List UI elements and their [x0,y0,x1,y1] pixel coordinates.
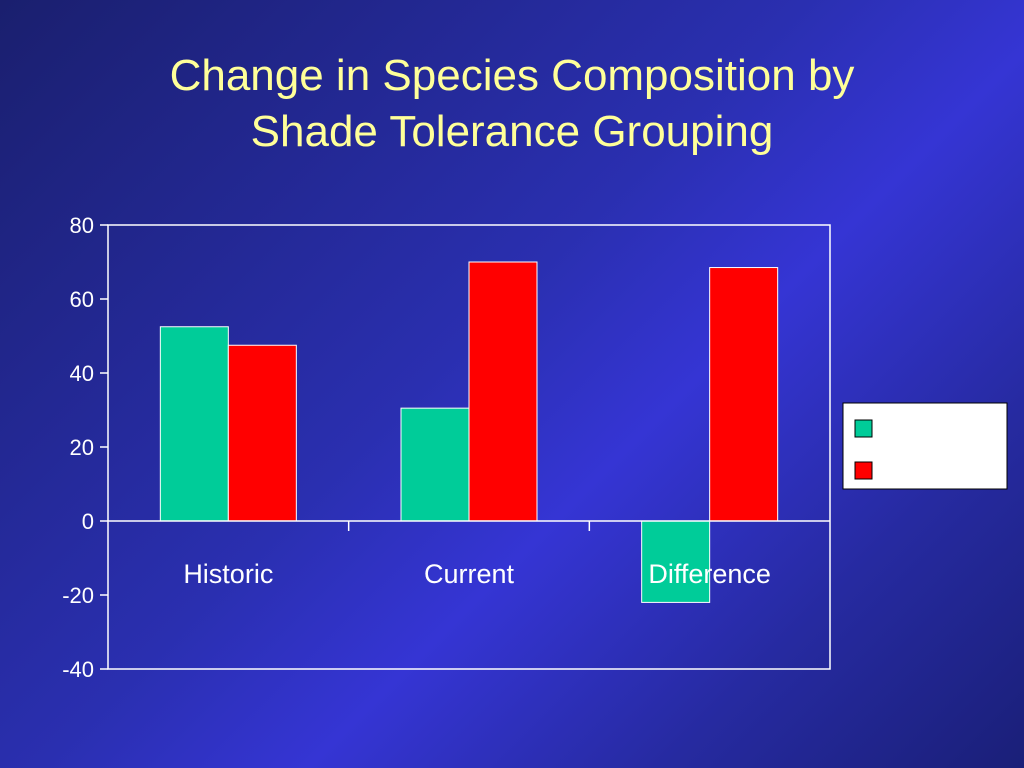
y-tick-label: 60 [70,287,94,312]
legend-label-intolerant: Intolerant [880,416,980,443]
category-label-difference: Difference [648,559,771,589]
legend-swatch-intolerant [854,419,873,438]
legend-label-tolerant: Tolerant [880,458,966,485]
category-label-current: Current [424,559,515,589]
slide-title: Change in Species Composition by Shade T… [0,48,1024,160]
axis-layer [100,224,830,670]
y-tick-label: 0 [82,509,94,534]
labels-layer: 80 60 40 20 0 -20 -40 Historic Current Difference [62,213,771,682]
y-tick-label: -40 [62,657,94,682]
bar-intolerant-historic [159,326,229,522]
bar-tolerant-difference [709,267,779,522]
bar-intolerant-current [400,407,470,522]
y-tick-label: -20 [62,583,94,608]
title-line-2: Shade Tolerance Grouping [250,107,774,156]
legend-swatch-tolerant [854,461,873,480]
bar-tolerant-current [468,261,538,522]
y-tick-label: 40 [70,361,94,386]
y-tick-label: 20 [70,435,94,460]
y-tick-label: 80 [70,213,94,238]
bars-layer [159,261,779,603]
title-line-1: Change in Species Composition by [169,51,855,100]
category-label-historic: Historic [183,559,273,589]
bar-tolerant-historic [227,344,297,522]
legend: Intolerant Tolerant [842,402,1008,490]
